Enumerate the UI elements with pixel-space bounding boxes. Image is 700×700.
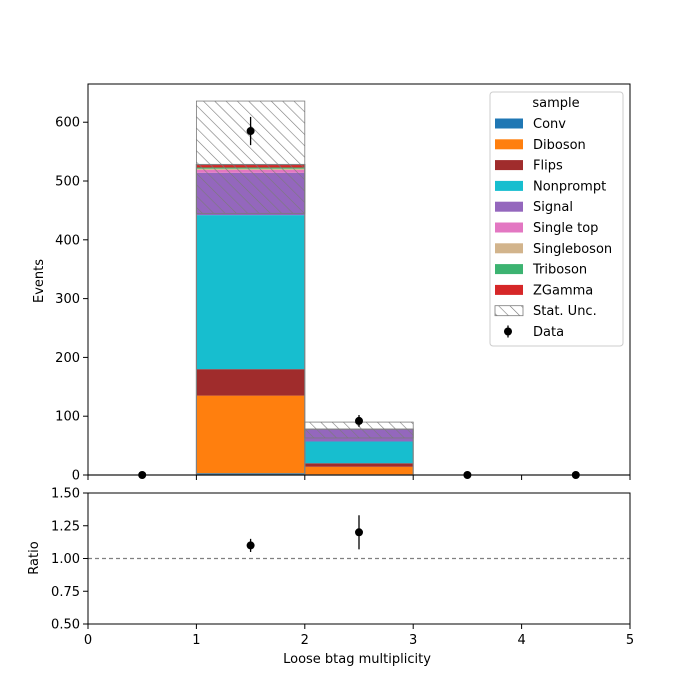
x-tick-label-0: 0 bbox=[84, 633, 92, 648]
ratio-y-tick-label-3: 1.25 bbox=[51, 519, 80, 534]
legend-label-stat-unc: Stat. Unc. bbox=[533, 304, 597, 319]
ratio-point-0 bbox=[246, 541, 255, 550]
ratio-plot: 0 1 2 3 4 5 0.50 0.75 1.00 1.25 1.50 Ratio Loose … bbox=[27, 487, 634, 668]
legend-data-marker bbox=[504, 327, 512, 336]
ratio-y-axis-label: Ratio bbox=[27, 541, 42, 574]
main-y-tick-label-2: 200 bbox=[55, 351, 80, 366]
ratio-y-tick-label-4: 1.50 bbox=[51, 487, 80, 502]
legend-items: Conv Diboson Flips Nonprompt Signal Single to… bbox=[494, 117, 612, 340]
legend-swatch-diboson bbox=[495, 139, 523, 150]
main-y-tick-label-0: 0 bbox=[72, 469, 80, 484]
main-plot: 0 100 200 300 400 500 600 Events bbox=[32, 83, 631, 484]
legend-swatch-single-top bbox=[495, 222, 523, 233]
legend-swatch-triboson bbox=[495, 264, 523, 275]
legend-label-flips: Flips bbox=[533, 159, 563, 174]
main-y-tick-label-4: 400 bbox=[55, 233, 80, 248]
x-tick-label-3: 3 bbox=[409, 633, 417, 648]
legend-swatch-flips bbox=[495, 160, 523, 171]
main-x-ticks bbox=[87, 475, 631, 480]
data-point-1 bbox=[246, 127, 255, 136]
ratio-y-tick-label-0: 0.50 bbox=[51, 618, 80, 633]
legend-swatch-stat-unc bbox=[494, 305, 524, 317]
bar-flips-bin-2 bbox=[304, 463, 414, 467]
legend-frame bbox=[489, 91, 624, 347]
ratio-y-ticks: 0.50 0.75 1.00 1.25 1.50 bbox=[51, 487, 88, 633]
legend-label-conv: Conv bbox=[533, 117, 566, 132]
ratio-point-1 bbox=[355, 528, 363, 537]
legend-label-data: Data bbox=[533, 325, 564, 340]
legend-title: sample bbox=[532, 96, 579, 111]
legend-swatch-singleboson bbox=[495, 243, 523, 254]
ratio-y-tick-label-2: 1.00 bbox=[51, 552, 80, 567]
bar-conv-bin-1 bbox=[196, 473, 305, 475]
main-y-ticks: 0 100 200 300 400 500 600 bbox=[55, 116, 88, 484]
x-tick-label-2: 2 bbox=[301, 633, 309, 648]
bar-diboson-bin-1 bbox=[196, 395, 305, 474]
legend-label-zgamma: ZGamma bbox=[533, 283, 593, 298]
legend-label-nonprompt: Nonprompt bbox=[533, 179, 606, 194]
ratio-y-tick-label-1: 0.75 bbox=[51, 585, 80, 600]
legend-label-signal: Signal bbox=[533, 200, 573, 215]
legend-swatch-nonprompt bbox=[495, 180, 523, 191]
main-y-tick-label-3: 300 bbox=[55, 292, 80, 307]
main-y-axis-label: Events bbox=[32, 259, 47, 303]
x-tick-label-1: 1 bbox=[192, 633, 200, 648]
legend-swatch-conv bbox=[495, 118, 523, 129]
legend-swatch-signal bbox=[495, 201, 523, 212]
data-point-2 bbox=[355, 416, 363, 425]
legend-label-singleboson: Singleboson bbox=[533, 242, 612, 257]
x-axis-label: Loose btag multiplicity bbox=[283, 652, 431, 667]
x-tick-label-5: 5 bbox=[626, 633, 634, 648]
legend: sample Conv Diboson Flips Nonprompt Signal Si… bbox=[489, 91, 624, 347]
x-tick-label-4: 4 bbox=[517, 633, 525, 648]
bar-nonprompt-bin-2 bbox=[304, 441, 414, 464]
ratio-plot-frame bbox=[87, 492, 631, 625]
bar-flips-bin-1 bbox=[196, 369, 305, 396]
main-plot-frame bbox=[87, 83, 631, 476]
bar-nonprompt-bin-1 bbox=[196, 215, 305, 370]
main-y-tick-label-1: 100 bbox=[55, 410, 80, 425]
main-y-tick-label-6: 600 bbox=[55, 116, 80, 131]
main-y-tick-label-5: 500 bbox=[55, 175, 80, 190]
ratio-x-ticks: 0 1 2 3 4 5 bbox=[84, 624, 634, 648]
legend-swatch-zgamma bbox=[495, 284, 523, 295]
legend-label-diboson: Diboson bbox=[533, 138, 586, 153]
legend-label-single-top: Single top bbox=[533, 221, 598, 236]
legend-label-triboson: Triboson bbox=[532, 263, 587, 278]
bar-diboson-bin-2 bbox=[304, 466, 414, 475]
ratio-points bbox=[246, 515, 363, 552]
